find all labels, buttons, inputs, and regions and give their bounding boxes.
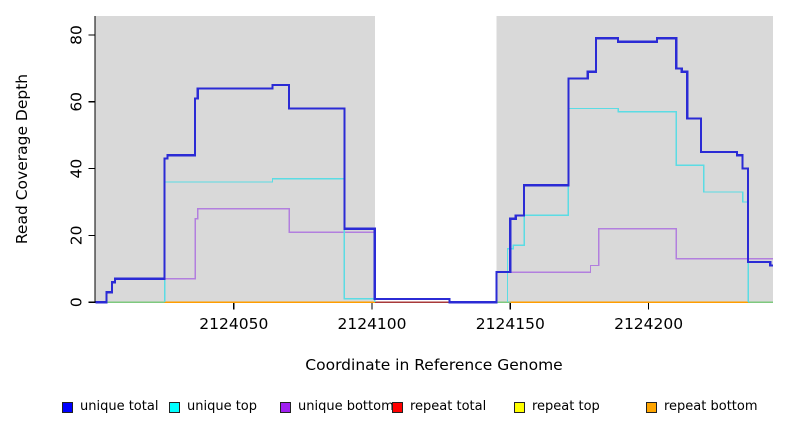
- legend-item-repeat-bottom: repeat bottom: [646, 400, 758, 414]
- x-tick-label: 2124150: [476, 315, 545, 333]
- y-tick-label: 60: [68, 92, 86, 112]
- legend-swatch-repeat-bottom: [646, 401, 657, 413]
- series-line: [163, 208, 376, 303]
- legend-label: unique top: [187, 399, 258, 414]
- legend-item-repeat-top: repeat top: [514, 400, 600, 414]
- legend-label: unique total: [80, 399, 159, 414]
- x-tick-label: 2124050: [199, 315, 268, 333]
- y-tick-label: 0: [68, 297, 86, 307]
- x-axis-title: Coordinate in Reference Genome: [305, 356, 563, 374]
- legend-item-unique-top: unique top: [169, 400, 257, 414]
- legend-swatch-repeat-total: [392, 401, 403, 413]
- series-line: [506, 107, 749, 303]
- y-axis-title: Read Coverage Depth: [13, 73, 31, 245]
- y-tick-label: 40: [68, 159, 86, 179]
- legend-label: unique bottom: [298, 399, 394, 414]
- series-line: [506, 228, 773, 303]
- x-tick-label: 2124200: [614, 315, 683, 333]
- x-tick-label: 2124100: [337, 315, 406, 333]
- legend-label: repeat top: [532, 399, 600, 414]
- legend-item-unique-bottom: unique bottom: [280, 400, 394, 414]
- right-shaded-region: [496, 16, 773, 303]
- legend-swatch-unique-top: [169, 401, 180, 413]
- series-unique-bottom: [163, 208, 773, 303]
- series-line: [163, 177, 376, 303]
- series-unique-top: [163, 107, 749, 303]
- series-line: [95, 37, 773, 304]
- y-tick-label: 20: [68, 226, 86, 246]
- series-unique-total: [95, 37, 773, 304]
- legend-swatch-unique-bottom: [280, 401, 291, 413]
- left-shaded-region: [95, 16, 375, 303]
- legend-item-unique-total: unique total: [62, 400, 158, 414]
- legend-item-repeat-total: repeat total: [392, 400, 486, 414]
- legend-label: repeat bottom: [664, 399, 758, 414]
- y-tick-label: 80: [68, 25, 86, 45]
- legend-label: repeat total: [410, 399, 487, 414]
- legend-swatch-unique-total: [62, 401, 73, 413]
- legend-swatch-repeat-top: [514, 401, 525, 413]
